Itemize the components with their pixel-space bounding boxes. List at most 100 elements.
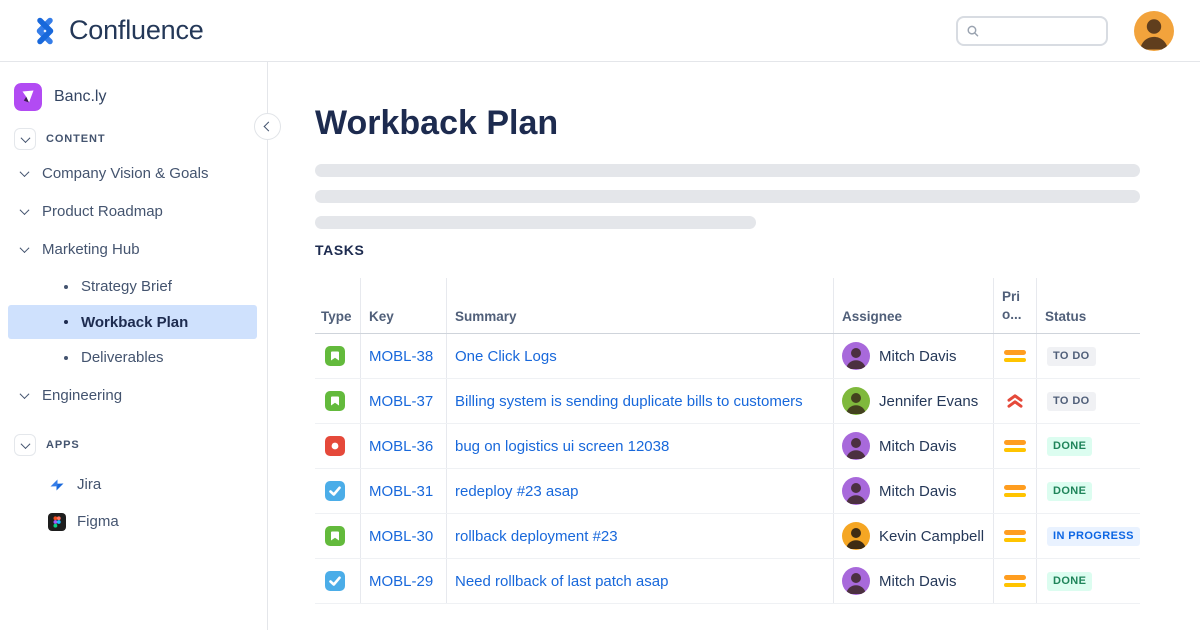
priority-cell (994, 424, 1037, 468)
assignee-avatar (842, 477, 870, 505)
status-badge[interactable]: TO DO (1047, 346, 1096, 366)
task-summary-link[interactable]: redeploy #23 asap (455, 482, 579, 500)
sidebar-item-company-vision-goals[interactable]: Company Vision & Goals (0, 154, 267, 192)
status-badge[interactable]: IN PROGRESS (1047, 526, 1140, 546)
text-placeholder-bar (315, 216, 757, 229)
column-header-key[interactable]: Key (361, 278, 447, 333)
person-silhouette-icon (846, 348, 866, 369)
column-header-summary[interactable]: Summary (447, 278, 834, 333)
tasks-heading: TASKS (315, 242, 365, 258)
sidebar-item-label: Company Vision & Goals (42, 164, 209, 182)
task-key-link[interactable]: MOBL-31 (369, 482, 434, 500)
search-box[interactable] (956, 15, 1108, 46)
sidebar-item-strategy-brief[interactable]: Strategy Brief (0, 268, 267, 305)
person-silhouette-icon (846, 438, 866, 459)
task-key-link[interactable]: MOBL-29 (369, 572, 434, 590)
sidebar-item-engineering[interactable]: Engineering (0, 376, 267, 414)
bullet-icon (64, 320, 68, 324)
chevron-down-icon (20, 132, 30, 143)
task-type-icon (325, 481, 345, 501)
user-avatar[interactable] (1134, 10, 1174, 51)
type-cell (315, 424, 361, 468)
column-header-assignee[interactable]: Assignee (834, 278, 994, 333)
status-badge[interactable]: DONE (1047, 571, 1093, 591)
person-silhouette-icon (1140, 18, 1168, 49)
type-cell (315, 469, 361, 513)
assignee-cell: Kevin Campbell (834, 514, 994, 558)
task-key-link[interactable]: MOBL-30 (369, 527, 434, 545)
person-silhouette-icon (846, 483, 866, 504)
confluence-logo[interactable]: Confluence (30, 15, 204, 46)
sidebar: Banc.ly CONTENT Company Vision & Goals P… (0, 62, 268, 630)
assignee-cell: Jennifer Evans (834, 379, 994, 423)
text-placeholder-block (315, 164, 1140, 229)
sidebar-item-label: Strategy Brief (81, 278, 172, 295)
status-badge[interactable]: TO DO (1047, 391, 1096, 411)
task-summary-link[interactable]: rollback deployment #23 (455, 527, 618, 545)
task-summary-link[interactable]: bug on logistics ui screen 12038 (455, 437, 670, 455)
priority-medium-icon (1004, 485, 1026, 497)
task-key-link[interactable]: MOBL-38 (369, 347, 434, 365)
task-summary-link[interactable]: Need rollback of last patch asap (455, 572, 669, 590)
bug-type-icon (325, 436, 345, 456)
task-key-link[interactable]: MOBL-37 (369, 392, 434, 410)
apps-collapse-toggle[interactable] (14, 434, 36, 456)
column-header-type[interactable]: Type (315, 278, 361, 333)
sidebar-item-label: Marketing Hub (42, 240, 140, 258)
task-key-link[interactable]: MOBL-36 (369, 437, 434, 455)
sidebar-collapse-button[interactable] (254, 113, 281, 140)
search-icon (967, 25, 979, 36)
bullet-icon (64, 284, 68, 289)
bullet-icon (64, 355, 68, 360)
status-badge[interactable]: DONE (1047, 481, 1093, 501)
priority-highest-icon (1007, 394, 1023, 408)
type-cell (315, 379, 361, 423)
sidebar-item-deliverables[interactable]: Deliverables (0, 339, 267, 376)
priority-medium-icon (1004, 350, 1026, 362)
task-row: MOBL-37 Billing system is sending duplic… (315, 379, 1140, 424)
task-summary-link[interactable]: Billing system is sending duplicate bill… (455, 392, 803, 410)
task-summary-link[interactable]: One Click Logs (455, 347, 557, 365)
sidebar-space-bancly[interactable]: Banc.ly (0, 78, 267, 116)
chevron-left-icon (263, 121, 274, 132)
tasks-table: Type Key Summary Assignee Pri o... Statu… (315, 278, 1140, 604)
priority-cell (994, 379, 1037, 423)
apps-section-label: APPS (46, 439, 80, 451)
sidebar-item-label: Jira (77, 476, 102, 493)
assignee-name: Kevin Campbell (879, 527, 985, 545)
search-input[interactable] (985, 23, 1098, 38)
assignee-avatar (842, 522, 870, 550)
content-collapse-toggle[interactable] (14, 128, 36, 150)
task-row: MOBL-38 One Click Logs Mitch Davis TO DO (315, 334, 1140, 379)
chevron-down-icon (19, 242, 30, 253)
sidebar-item-figma[interactable]: Figma (0, 503, 267, 540)
priority-header-line2: o... (1002, 306, 1022, 322)
sidebar-item-label: Figma (77, 513, 119, 530)
chevron-down-icon (20, 438, 30, 449)
sidebar-item-workback-plan-selected[interactable]: Workback Plan (8, 305, 257, 339)
sidebar-section-apps: APPS (0, 430, 267, 460)
sidebar-item-marketing-hub[interactable]: Marketing Hub (0, 230, 267, 268)
type-cell (315, 514, 361, 558)
assignee-name: Jennifer Evans (879, 392, 979, 410)
sidebar-item-label: Workback Plan (81, 313, 189, 331)
sidebar-item-label: Deliverables (81, 349, 164, 366)
assignee-avatar (842, 567, 870, 595)
assignee-name: Mitch Davis (879, 437, 957, 455)
column-header-status[interactable]: Status (1045, 309, 1087, 324)
story-type-icon (325, 526, 345, 546)
sidebar-section-content: CONTENT (0, 124, 267, 154)
content-section-label: CONTENT (46, 133, 106, 145)
status-badge[interactable]: DONE (1047, 436, 1093, 456)
text-placeholder-bar (315, 164, 1140, 177)
sidebar-item-product-roadmap[interactable]: Product Roadmap (0, 192, 267, 230)
page-title: Workback Plan (315, 104, 559, 142)
assignee-avatar (842, 342, 870, 370)
task-row: MOBL-31 redeploy #23 asap Mitch Davis DO… (315, 469, 1140, 514)
sidebar-item-label: Engineering (42, 386, 123, 404)
bancly-space-icon (14, 83, 42, 111)
sidebar-item-jira[interactable]: Jira (0, 466, 267, 503)
column-header-priority[interactable]: Pri o... (994, 278, 1037, 333)
assignee-cell: Mitch Davis (834, 424, 994, 468)
priority-header-line1: Pri (1002, 288, 1021, 304)
